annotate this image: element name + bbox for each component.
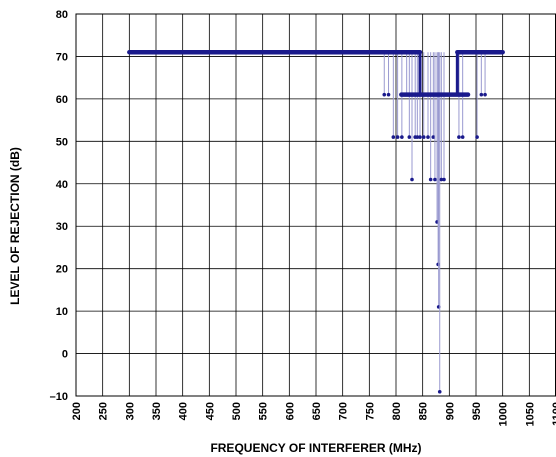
stem-point [407,135,412,139]
x-tick-label: 1000 [498,402,510,426]
stems [382,52,487,394]
y-tick-label: 0 [62,349,68,361]
y-axis-title: LEVEL OF REJECTION (dB) [8,147,22,305]
x-tick-label: 1100 [551,402,556,426]
y-tick-labels: –10 0 10 20 30 40 50 60 70 80 [50,9,68,403]
stem-point [391,135,396,139]
x-tick-label: 500 [231,402,243,420]
stem-point [437,389,442,394]
y-tick-label: 70 [56,51,68,63]
y-tick-label: 10 [56,306,68,318]
grid [75,13,556,397]
x-tick-label: 250 [98,402,110,420]
stem-point [475,135,479,139]
y-tick-label: 40 [56,179,68,191]
stem-point [439,177,444,182]
stem-point [421,135,426,139]
stem-point [426,135,430,139]
stem-point [410,177,414,182]
stem-point [431,135,436,139]
y-tick-label: 30 [56,221,68,233]
stem-point [460,135,465,139]
x-tick-label: 850 [418,402,430,420]
y-tick-label: 50 [56,136,68,148]
x-axis-title: FREQUENCY OF INTERFERER (MHz) [210,441,421,455]
stem-point [415,135,420,139]
x-tick-label: 900 [444,402,456,420]
stem-point [479,92,484,97]
y-tick-label: 20 [56,264,68,276]
x-tick-label: 1050 [524,402,536,426]
y-tick-label: 60 [56,94,68,106]
stem-point [483,92,487,97]
x-tick-label: 400 [178,402,190,420]
stem-point [457,135,461,139]
stem-point [433,177,437,182]
x-tick-label: 700 [338,402,350,420]
series [127,49,505,97]
x-tick-label: 600 [284,402,296,420]
stem-point [386,92,391,97]
stem-point [400,135,404,139]
x-tick-label: 200 [71,402,83,420]
x-tick-labels: 200 250 300 350 400 450 500 550 600 650 700 750 800 8… [71,402,556,426]
x-tick-label: 550 [258,402,270,420]
x-tick-label: 950 [471,402,483,420]
x-tick-label: 800 [391,402,403,420]
stem-point [382,92,387,97]
x-tick-label: 450 [204,402,216,420]
x-tick-label: 350 [151,402,163,420]
stem-point [428,177,433,182]
stem-point [418,135,422,139]
y-tick-label: –10 [50,391,68,403]
x-tick-label: 300 [124,402,136,420]
x-tick-label: 650 [311,402,323,420]
y-tick-label: 80 [56,9,68,21]
stem-point [395,135,400,139]
x-tick-label: 750 [364,402,376,420]
stem-point [442,177,446,182]
